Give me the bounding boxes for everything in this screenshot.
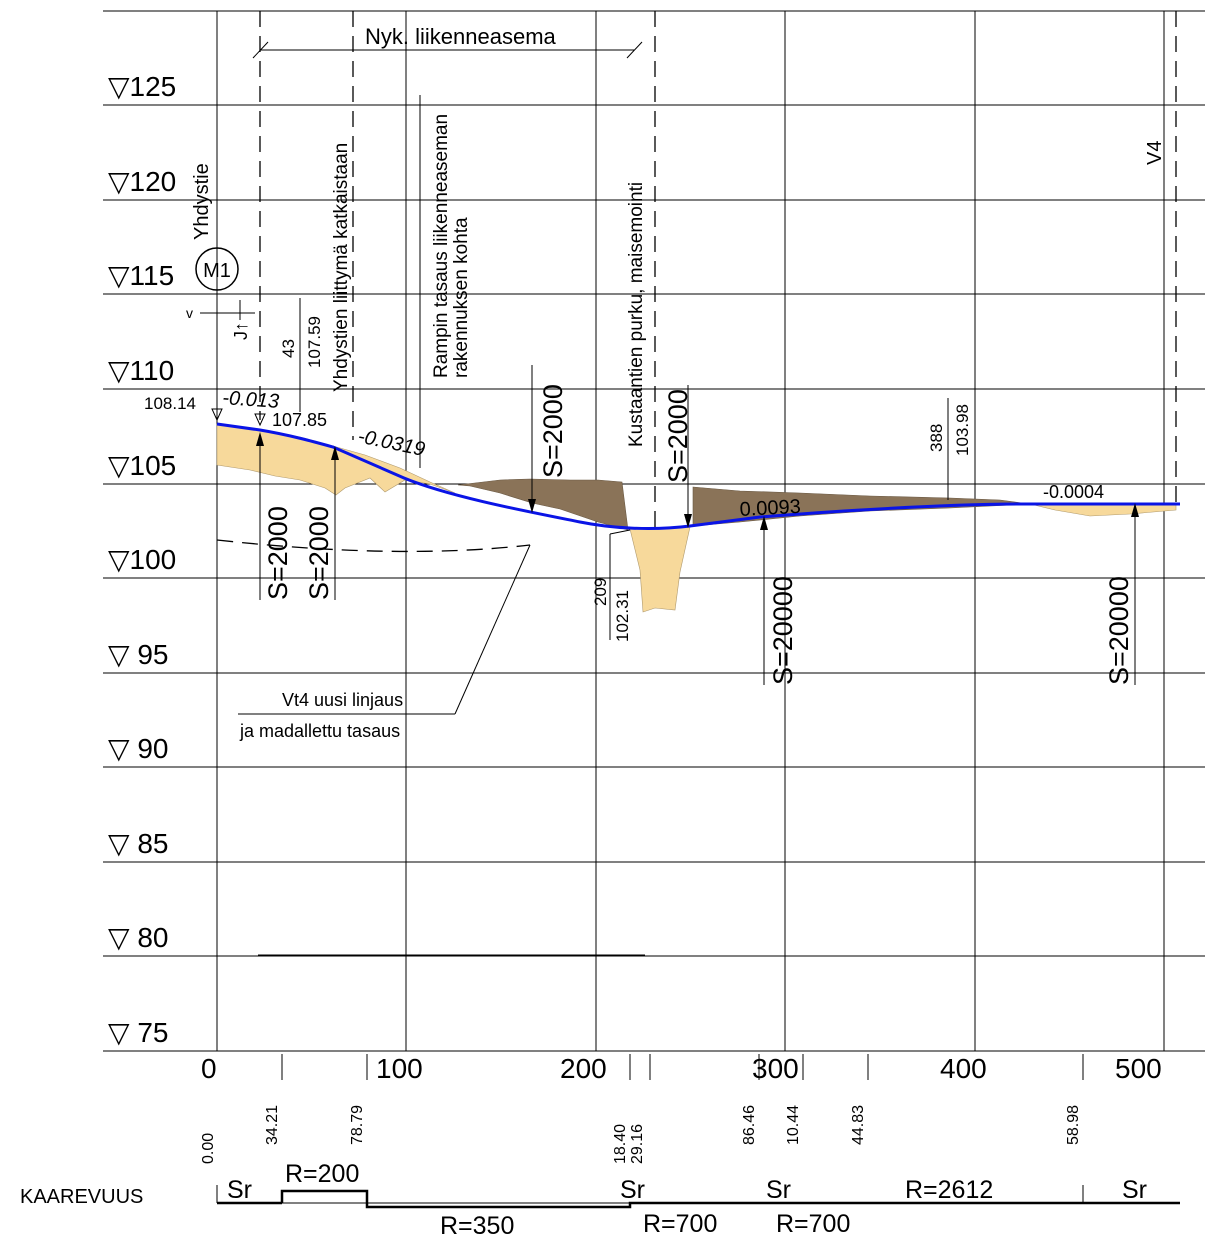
curvature-segment-6: Sr bbox=[766, 1176, 791, 1204]
yhdystie-label: Yhdystie bbox=[191, 163, 213, 240]
station-label-400: 400 bbox=[940, 1053, 987, 1084]
curvature-station-7: 10.44 bbox=[785, 1105, 802, 1145]
curvature-segment-7: R=700 bbox=[776, 1210, 850, 1238]
curvature-band bbox=[216, 1185, 1180, 1209]
curvature-segment-2: R=200 bbox=[285, 1160, 359, 1188]
structure-dashed-lines bbox=[216, 11, 1177, 553]
elevation-label-80: ▽ 80 bbox=[108, 922, 168, 953]
slope-1: -0.013 bbox=[222, 387, 280, 413]
vertical-curve-labels: S=2000 S=2000 S=2000 S=2000 S=20000 S=20… bbox=[263, 384, 1134, 685]
ramp-grade-label-2: rakennuksen kohta bbox=[451, 217, 472, 378]
v4-label: V4 bbox=[1144, 141, 1166, 165]
elevation-label-100: ▽100 bbox=[108, 544, 176, 575]
existing-station-label: Nyk. liikenneasema bbox=[365, 24, 557, 49]
leaders bbox=[195, 95, 949, 956]
station-gridlines bbox=[216, 11, 1165, 1051]
vertical-curve-arrows bbox=[256, 365, 1139, 685]
elevation-label-95: ▽ 95 bbox=[108, 639, 168, 670]
curvature-segment-4: Sr bbox=[620, 1176, 645, 1204]
curvature-labels: KAAREVUUS 0.00 34.21 78.79 18.40 29.16 8… bbox=[20, 1105, 1147, 1240]
vertical-curve-label-1: S=2000 bbox=[263, 506, 293, 600]
existing-station-extent bbox=[252, 41, 643, 59]
curvature-station-6: 86.46 bbox=[741, 1105, 758, 1145]
elevation-label-85: ▽ 85 bbox=[108, 828, 168, 859]
demolition-label: Kustaantien purku, maisemointi bbox=[626, 182, 647, 447]
curvature-segment-3: R=350 bbox=[440, 1212, 514, 1240]
vertical-curve-label-4: S=2000 bbox=[663, 389, 693, 483]
slope-4: -0.0004 bbox=[1043, 482, 1104, 502]
marker-circle bbox=[195, 247, 239, 291]
point-2-elevation: 107.85 bbox=[272, 410, 327, 430]
low-point-station: 209 bbox=[591, 578, 610, 606]
elevation-label-125: ▽125 bbox=[108, 71, 176, 102]
elevation-label-105: ▽105 bbox=[108, 450, 176, 481]
elevation-labels: ▽125 ▽120 ▽115 ▽110 ▽105 ▽100 ▽ 95 ▽ 90 … bbox=[108, 71, 176, 1048]
slope-3: 0.0093 bbox=[739, 496, 801, 521]
m1-label: M1 bbox=[203, 260, 231, 282]
vertical-curve-label-3: S=2000 bbox=[538, 384, 568, 478]
elevation-gridlines bbox=[103, 10, 1205, 1052]
station-label-200: 200 bbox=[560, 1053, 607, 1084]
curvature-segment-8: R=2612 bbox=[905, 1176, 993, 1204]
curvature-title: KAAREVUUS bbox=[20, 1186, 143, 1208]
curvature-segment-1: Sr bbox=[227, 1176, 252, 1204]
junction-cut-label: Yhdystien liittymä katkaistaan bbox=[331, 143, 352, 392]
vertical-curve-label-5: S=20000 bbox=[768, 576, 798, 685]
elevation-label-110: ▽110 bbox=[108, 355, 174, 386]
station-label-0: 0 bbox=[201, 1053, 217, 1084]
station-labels: 0 100 200 300 400 500 bbox=[201, 1053, 1162, 1084]
structure-labels: M1 V4 Yhdystie J↑ v Nyk. liikenneasema Y… bbox=[186, 24, 1166, 741]
station-label-100: 100 bbox=[376, 1053, 423, 1084]
profile-annotations: 108.14 -0.013 43 107.59 107.85 -0.0319 0… bbox=[144, 316, 1104, 642]
vertical-curve-label-2: S=2000 bbox=[304, 506, 334, 600]
jp-label: J↑ bbox=[231, 322, 251, 340]
curvature-station-4: 18.40 bbox=[612, 1124, 629, 1164]
start-elevation: 108.14 bbox=[144, 394, 196, 413]
curvature-station-8: 44.83 bbox=[850, 1105, 867, 1145]
ramp-grade-label-1: Rampin tasaus liikenneaseman bbox=[431, 114, 452, 378]
elevation-label-75: ▽ 75 bbox=[108, 1017, 168, 1048]
curvature-station-9: 58.98 bbox=[1065, 1105, 1082, 1145]
curvature-station-2: 34.21 bbox=[264, 1105, 281, 1145]
point-3-elevation: 103.98 bbox=[953, 404, 972, 456]
vertical-curve-label-6: S=20000 bbox=[1104, 576, 1134, 685]
curvature-station-3: 78.79 bbox=[349, 1105, 366, 1145]
low-point-elevation: 102.31 bbox=[613, 590, 632, 642]
point-3-station: 388 bbox=[927, 424, 946, 452]
station-label-500: 500 bbox=[1115, 1053, 1162, 1084]
point-1-elevation: 107.59 bbox=[305, 316, 324, 368]
curvature-station-1: 0.00 bbox=[200, 1133, 217, 1164]
elevation-label-120: ▽120 bbox=[108, 166, 176, 197]
point-1-station: 43 bbox=[279, 339, 298, 358]
new-alignment-label-1: Vt4 uusi linjaus bbox=[282, 690, 403, 710]
new-alignment-label-2: ja madallettu tasaus bbox=[239, 721, 400, 741]
station-label-300: 300 bbox=[752, 1053, 799, 1084]
station-ticks bbox=[281, 1054, 1084, 1080]
new-road-grade-line bbox=[216, 422, 1180, 531]
curvature-segment-5: R=700 bbox=[643, 1210, 717, 1238]
v-label: v bbox=[186, 305, 193, 321]
elevation-label-115: ▽115 bbox=[108, 260, 174, 291]
curvature-station-5: 29.16 bbox=[629, 1124, 646, 1164]
elevation-label-90: ▽ 90 bbox=[108, 733, 168, 764]
curvature-segment-9: Sr bbox=[1122, 1176, 1147, 1204]
